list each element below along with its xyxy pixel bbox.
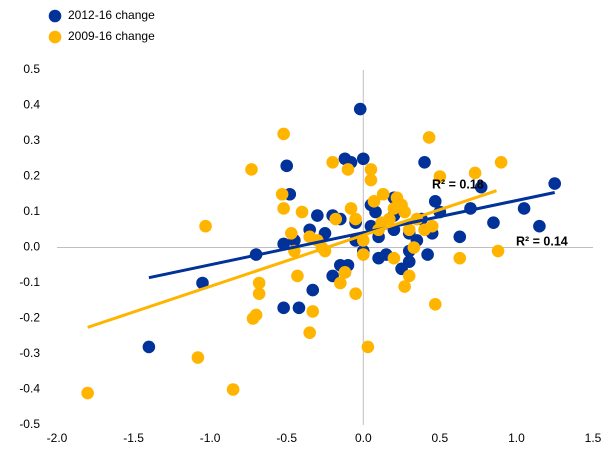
point bbox=[425, 219, 439, 233]
x-tick-label: 0.5 bbox=[432, 431, 449, 445]
x-tick-label: 0.0 bbox=[355, 431, 372, 445]
point bbox=[349, 287, 362, 300]
point bbox=[334, 276, 347, 290]
y-tick-label: -0.1 bbox=[19, 275, 40, 289]
point bbox=[199, 219, 212, 233]
point bbox=[433, 170, 447, 183]
point bbox=[306, 305, 320, 318]
point bbox=[356, 248, 370, 261]
point bbox=[487, 216, 500, 229]
point bbox=[422, 131, 436, 144]
point bbox=[428, 195, 442, 208]
legend-label: 2009-16 change bbox=[68, 29, 155, 43]
point bbox=[468, 166, 482, 180]
x-tick-label: -1.5 bbox=[123, 431, 144, 445]
point bbox=[277, 237, 290, 251]
trendline bbox=[148, 191, 556, 280]
point bbox=[533, 219, 546, 233]
point bbox=[329, 212, 343, 226]
point bbox=[277, 301, 290, 315]
point bbox=[338, 266, 352, 279]
x-tick-label: -2.0 bbox=[47, 431, 68, 445]
point bbox=[402, 255, 416, 268]
point bbox=[494, 156, 508, 169]
point bbox=[453, 251, 467, 265]
x-tick-label: 1.0 bbox=[508, 431, 525, 445]
point bbox=[326, 156, 339, 169]
point bbox=[341, 163, 355, 176]
y-tick-label: -0.4 bbox=[19, 382, 40, 396]
point bbox=[491, 244, 505, 258]
annotation: R² = 0.14 bbox=[516, 234, 568, 248]
point bbox=[226, 383, 240, 396]
point bbox=[428, 298, 442, 311]
legend-label: 2012-16 change bbox=[68, 8, 155, 22]
legend: 2012-16 change 2009-16 change bbox=[48, 8, 155, 44]
point bbox=[398, 280, 411, 293]
point bbox=[376, 187, 390, 201]
point bbox=[142, 340, 156, 354]
point bbox=[353, 102, 367, 116]
trendline bbox=[87, 189, 497, 329]
point bbox=[383, 212, 396, 226]
x-tick-label: -1.0 bbox=[200, 431, 221, 445]
point bbox=[361, 340, 375, 354]
legend-marker bbox=[48, 9, 62, 23]
y-tick-label: -0.5 bbox=[19, 417, 40, 431]
y-tick-label: 0.0 bbox=[23, 240, 40, 254]
point bbox=[191, 351, 205, 364]
plot: -0.5 -0.4 -0.3 -0.2 -0.1 0.0 0.1 0.2 0.3 0.4 0.5 -2… bbox=[19, 62, 601, 445]
point bbox=[367, 195, 381, 208]
legend-marker bbox=[48, 30, 62, 44]
point bbox=[398, 205, 411, 219]
point bbox=[356, 152, 370, 166]
point bbox=[252, 276, 266, 290]
point bbox=[292, 301, 306, 315]
point bbox=[474, 180, 488, 194]
point bbox=[245, 163, 258, 176]
y-tick-label: 0.5 bbox=[23, 62, 40, 76]
point bbox=[349, 212, 362, 226]
point bbox=[277, 127, 290, 141]
point bbox=[311, 209, 324, 222]
point bbox=[387, 251, 401, 265]
point bbox=[418, 156, 431, 169]
point bbox=[277, 202, 290, 215]
point bbox=[517, 202, 531, 215]
point bbox=[81, 386, 94, 400]
point bbox=[291, 269, 304, 283]
x-tick-label: -0.5 bbox=[276, 431, 297, 445]
point bbox=[249, 308, 263, 322]
point bbox=[390, 191, 404, 205]
y-tick-label: -0.3 bbox=[19, 346, 40, 360]
point bbox=[402, 269, 416, 283]
point bbox=[295, 205, 309, 219]
point bbox=[369, 205, 382, 219]
point bbox=[275, 187, 289, 201]
point bbox=[344, 202, 358, 215]
annotation: R² = 0.18 bbox=[432, 177, 484, 191]
y-tick-label: 0.1 bbox=[23, 204, 40, 218]
point bbox=[372, 251, 385, 265]
point bbox=[252, 287, 266, 300]
point bbox=[306, 283, 320, 297]
point bbox=[303, 326, 316, 340]
point bbox=[285, 227, 298, 240]
y-tick-label: -0.2 bbox=[19, 311, 40, 325]
point bbox=[364, 173, 378, 187]
point bbox=[407, 241, 421, 254]
point bbox=[280, 159, 294, 173]
y-tick-label: 0.3 bbox=[23, 133, 40, 147]
point bbox=[548, 177, 562, 190]
point bbox=[196, 276, 209, 290]
point bbox=[402, 223, 416, 237]
point bbox=[364, 163, 378, 176]
x-tick-label: 1.5 bbox=[585, 431, 602, 445]
point bbox=[453, 230, 467, 244]
y-tick-label: 0.2 bbox=[23, 169, 40, 183]
y-tick-label: 0.4 bbox=[23, 98, 40, 112]
point bbox=[421, 248, 434, 261]
